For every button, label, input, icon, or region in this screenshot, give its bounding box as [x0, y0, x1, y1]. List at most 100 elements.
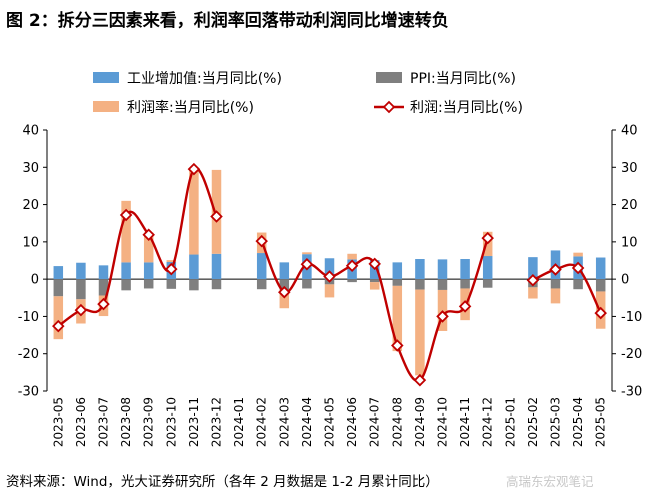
ppi-bar-2024-08	[392, 279, 403, 286]
profit-point-2024-06	[345, 259, 359, 272]
y-tick-left-1: 30	[22, 161, 39, 176]
industrial-bar-2023-05	[53, 266, 64, 280]
industrial-bar-2023-07	[98, 265, 109, 280]
industrial-bar-2024-02	[256, 253, 267, 280]
margin-bar-2023-10	[166, 260, 177, 262]
profit-point-2024-03	[278, 285, 291, 299]
legend-margin-label: 利润率:当月同比(%)	[127, 99, 254, 116]
margin-bar-2025-04	[573, 252, 583, 257]
y-tick-left-2: 20	[22, 198, 39, 213]
profit-point-2025-05	[594, 306, 607, 320]
legend: 工业增加值:当月同比(%) PPI:当月同比(%) 利润率:当月同比(%) 利润:当月…	[93, 71, 523, 116]
profit-point-2023-11	[187, 162, 201, 176]
industrial-bar-2024-05	[324, 258, 335, 280]
ppi-bar-2024-04	[302, 279, 312, 289]
ppi-bar-2024-09	[415, 279, 425, 290]
x-tick-2025-02: 2025-02	[526, 397, 540, 447]
margin-bar-2024-04	[302, 252, 312, 255]
ppi-bar-2023-07	[98, 279, 109, 296]
x-tick-2025-01: 2025-01	[503, 397, 517, 447]
x-tick-2024-04: 2024-04	[300, 397, 314, 447]
profit-point-2025-04	[571, 261, 585, 275]
industrial-bar-2023-12	[211, 253, 222, 280]
ppi-bar-2024-12	[482, 279, 493, 288]
x-tick-2024-08: 2024-08	[390, 397, 404, 447]
profit-point-2025-03	[549, 263, 562, 276]
x-tick-2023-10: 2023-10	[164, 397, 178, 447]
margin-bar-2024-07	[369, 282, 380, 290]
profit-point-2024-02	[255, 234, 268, 248]
industrial-bar-2023-06	[76, 262, 86, 280]
x-tick-2023-07: 2023-07	[97, 397, 111, 447]
profit-point-2023-08	[119, 208, 133, 222]
margin-bar-2023-09	[143, 232, 154, 263]
ppi-bar-2024-11	[460, 279, 470, 289]
x-tick-2023-05: 2023-05	[51, 397, 65, 447]
x-tick-2025-05: 2025-05	[594, 397, 608, 447]
industrial-bar-2023-11	[189, 254, 199, 280]
profit-point-2024-04	[300, 257, 314, 271]
x-tick-2024-12: 2024-12	[481, 397, 495, 447]
industrial-bar-2023-08	[121, 262, 131, 280]
profit-point-2023-09	[142, 228, 155, 242]
profit-point-2024-10	[436, 310, 449, 323]
legend-ppi-swatch	[376, 72, 402, 83]
industrial-bar-2023-09	[143, 262, 154, 280]
ppi-bar-2024-03	[279, 279, 290, 290]
y-tick-right-4: 0	[621, 273, 629, 288]
x-tick-2025-03: 2025-03	[549, 397, 563, 447]
y-tick-right-0: 40	[621, 124, 638, 139]
profit-point-2023-07	[97, 297, 110, 311]
ppi-bar-2024-10	[437, 279, 448, 290]
axes: 40 40 30 30 20 20 10 10 0 0 -10 -10 -20 -20 -30 -30 2023…	[18, 124, 642, 448]
x-tick-2024-05: 2024-05	[323, 397, 337, 447]
x-tick-2024-09: 2024-09	[413, 397, 427, 447]
x-tick-2024-01: 2024-01	[232, 397, 246, 447]
industrial-bar-2025-02	[528, 257, 538, 280]
profit-point-2023-06	[74, 303, 88, 317]
margin-bar-2023-05	[53, 296, 64, 340]
x-tick-2023-11: 2023-11	[187, 397, 201, 447]
profit-point-2024-05	[323, 270, 336, 283]
profit-point-2023-12	[210, 210, 223, 223]
industrial-bar-2025-05	[595, 257, 606, 280]
margin-bar-2025-02	[528, 287, 538, 299]
y-tick-left-7: -30	[18, 385, 39, 400]
ppi-bar-2025-04	[573, 279, 583, 290]
ppi-bar-2023-06	[76, 279, 86, 300]
x-tick-2025-04: 2025-04	[571, 397, 585, 447]
y-tick-right-1: 30	[621, 161, 638, 176]
x-tick-2023-12: 2023-12	[210, 397, 224, 447]
y-tick-left-4: 0	[31, 273, 39, 288]
industrial-bar-2024-03	[279, 262, 290, 280]
margin-bar-2025-03	[550, 288, 561, 304]
industrial-bar-2024-12	[482, 256, 493, 280]
ppi-bar-2023-09	[143, 279, 154, 289]
profit-line-layer	[52, 162, 607, 387]
ppi-bar-2023-12	[211, 279, 222, 290]
source-note: 资料来源：Wind，光大证券研究所（各年 2 月数据是 1-2 月累计同比）	[6, 474, 439, 490]
margin-bar-2023-11	[189, 168, 199, 255]
ppi-bar-2024-07	[369, 279, 380, 283]
chart-title: 图 2：拆分三因素来看，利润率回落带动利润同比增速转负	[6, 11, 449, 31]
legend-margin-swatch	[93, 101, 119, 112]
legend-industrial-swatch	[93, 72, 119, 83]
profit-point-2024-12	[481, 231, 494, 245]
margin-bar-2024-03	[279, 289, 290, 309]
y-tick-left-3: 10	[22, 235, 39, 250]
y-tick-left-5: -10	[18, 310, 39, 325]
profit-point-2023-10	[165, 262, 178, 276]
industrial-bar-2024-08	[392, 262, 403, 280]
x-tick-2023-06: 2023-06	[74, 397, 88, 447]
legend-industrial-label: 工业增加值:当月同比(%)	[127, 71, 282, 87]
x-tick-2024-02: 2024-02	[255, 397, 269, 447]
profit-point-2024-07	[368, 257, 381, 271]
margin-bar-2024-09	[415, 289, 425, 376]
ppi-bar-2023-10	[166, 279, 177, 289]
x-tick-2023-09: 2023-09	[142, 397, 156, 447]
margin-bar-2024-06	[347, 253, 357, 260]
x-tick-2024-03: 2024-03	[277, 397, 291, 447]
margin-bar-2024-05	[324, 284, 335, 298]
y-tick-left-6: -20	[18, 347, 39, 362]
ppi-bar-2024-02	[256, 279, 267, 290]
